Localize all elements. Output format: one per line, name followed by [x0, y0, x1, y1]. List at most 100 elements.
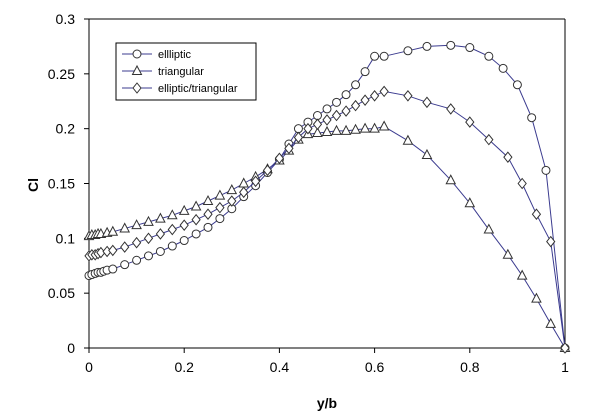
data-point-diamond [312, 118, 323, 131]
data-point-diamond [250, 175, 261, 188]
data-point-diamond [422, 96, 432, 109]
data-point-diamond [322, 114, 332, 126]
data-point-circle [132, 255, 142, 265]
data-point-diamond [531, 208, 542, 221]
series-triangle [83, 120, 571, 352]
data-point-diamond [262, 164, 273, 177]
data-point-triangle [464, 197, 476, 208]
data-point-triangle [402, 134, 414, 145]
data-point-triangle [190, 200, 202, 211]
data-point-triangle [143, 215, 154, 226]
data-point-circle [465, 43, 475, 53]
data-point-triangle [421, 148, 433, 159]
data-point-circle [203, 222, 213, 232]
data-point-diamond [131, 236, 142, 249]
data-point-circle [527, 113, 537, 123]
data-point-diamond [446, 103, 456, 115]
data-point-circle [422, 41, 432, 51]
data-point-diamond [284, 142, 294, 155]
data-point-circle [215, 214, 225, 224]
data-point-circle [191, 229, 201, 239]
data-point-diamond [350, 99, 361, 112]
data-point-triangle [119, 222, 131, 233]
data-point-circle [120, 260, 130, 270]
legend-marker-circle [132, 49, 142, 59]
data-point-triangle [516, 269, 528, 280]
data-point-triangle [312, 126, 323, 138]
legend-label: elliptic/triangular [158, 83, 238, 95]
data-point-circle [155, 246, 165, 256]
legend-marker-diamond [132, 82, 142, 94]
data-point-diamond [379, 85, 389, 98]
data-point-circle [446, 40, 456, 50]
data-point-circle [322, 104, 332, 114]
data-point-circle [541, 165, 551, 175]
data-point-triangle [202, 194, 214, 206]
data-point-circle [144, 251, 153, 261]
data-point-triangle [483, 223, 495, 234]
data-point-diamond [369, 89, 380, 102]
data-point-triangle [340, 124, 352, 135]
data-point-triangle [369, 122, 380, 133]
y-axis-label: Cl [25, 178, 41, 192]
x-ticks: 0 0.2 0.4 0.6 0.8 1 [85, 348, 569, 375]
data-point-circle [312, 111, 322, 121]
x-tick-label: 0.8 [460, 359, 480, 375]
data-point-diamond [484, 133, 494, 146]
data-point-circle [167, 241, 177, 251]
data-point-triangle [238, 177, 250, 188]
data-point-diamond [303, 122, 313, 135]
x-axis-label: y/b [317, 395, 337, 411]
data-point-diamond [360, 94, 370, 106]
data-point-circle [379, 51, 389, 61]
data-point-circle [293, 124, 303, 134]
y-tick-label: 0.2 [56, 121, 76, 137]
x-tick-label: 0.4 [270, 359, 290, 375]
data-point-diamond [215, 201, 225, 214]
data-point-triangle [214, 189, 226, 200]
data-point-diamond [560, 342, 570, 354]
data-point-triangle [331, 124, 342, 135]
y-tick-label: 0.1 [56, 230, 76, 246]
data-point-triangle [445, 174, 457, 185]
data-point-diamond [546, 235, 556, 248]
x-tick-label: 0 [85, 359, 93, 375]
data-point-circle [512, 80, 522, 90]
x-tick-label: 0.6 [365, 359, 385, 375]
data-point-triangle [502, 248, 514, 259]
data-point-circle [108, 264, 118, 274]
data-point-circle [484, 51, 494, 61]
data-point-diamond [191, 213, 201, 226]
data-point-triangle [131, 219, 142, 230]
legend-label: ellliptic [158, 49, 192, 61]
data-point-diamond [120, 241, 130, 253]
y-tick-label: 0.05 [48, 285, 75, 301]
data-point-diamond [227, 195, 237, 207]
data-point-diamond [155, 228, 166, 240]
data-point-triangle [321, 125, 333, 136]
data-point-diamond [203, 208, 213, 221]
legend-label: triangular [158, 66, 204, 78]
data-point-diamond [331, 109, 342, 122]
data-point-diamond [293, 131, 304, 144]
data-point-triangle [166, 209, 178, 220]
x-tick-label: 0.2 [174, 359, 194, 375]
data-point-diamond [517, 177, 527, 190]
data-point-circle [370, 51, 380, 61]
data-point-triangle [531, 292, 542, 303]
y-tick-label: 0.25 [48, 66, 75, 82]
legend-marker-triangle [131, 64, 143, 75]
data-point-triangle [155, 212, 166, 223]
data-point-diamond [403, 89, 413, 102]
legend: ellliptic triangular elliptic/triangular [115, 42, 257, 101]
data-point-triangle [178, 204, 190, 215]
data-point-triangle [359, 122, 371, 133]
data-point-diamond [143, 232, 154, 245]
data-point-triangle [226, 184, 238, 195]
series-layer [83, 40, 571, 354]
data-point-triangle [107, 225, 119, 236]
data-point-circle [179, 236, 189, 246]
y-ticks: 0 0.05 0.1 0.15 0.2 0.25 0.3 [48, 11, 89, 356]
data-point-circle [351, 80, 361, 90]
data-point-diamond [274, 152, 285, 165]
